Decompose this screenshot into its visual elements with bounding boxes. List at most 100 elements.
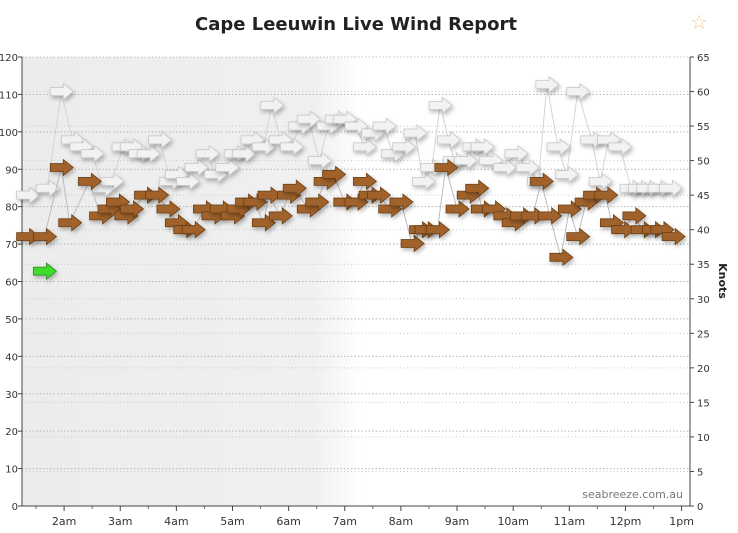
y-right-tick-label: 45 xyxy=(697,191,710,202)
wind-series-arrow xyxy=(58,213,83,232)
gust-series-arrow xyxy=(176,172,201,191)
watermark: seabreeze.com.au xyxy=(582,488,683,501)
gust-series-arrow xyxy=(403,124,428,142)
gust-series-arrow xyxy=(428,96,453,115)
gust-series-arrow xyxy=(353,137,378,156)
wind-series xyxy=(16,158,686,267)
y-left-tick-label: 0 xyxy=(12,502,18,513)
gust-series-arrow xyxy=(372,117,397,135)
wind-series-arrow xyxy=(77,172,103,191)
y-right-tick-label: 5 xyxy=(697,467,703,478)
current-wind-marker xyxy=(33,262,58,280)
gust-series-arrow xyxy=(588,172,613,191)
y-left-tick-label: 80 xyxy=(5,203,18,214)
wind-series-arrow xyxy=(538,207,563,225)
gust-series-arrow xyxy=(184,158,209,177)
wind-series-arrow xyxy=(465,179,490,198)
y-right-tick-label: 25 xyxy=(697,329,710,340)
wind-series-arrow xyxy=(425,220,451,239)
current-wind-arrow xyxy=(33,262,58,280)
gust-series xyxy=(16,75,683,204)
x-tick-label: 6am xyxy=(276,515,300,528)
chart-title: Cape Leeuwin Live Wind Report xyxy=(195,14,517,35)
wind-series-arrow xyxy=(305,193,330,211)
gust-series-arrow xyxy=(16,186,41,204)
y-right-tick-label: 60 xyxy=(697,88,710,99)
gust-series-arrow xyxy=(35,179,60,198)
y-right-tick-label: 20 xyxy=(697,364,710,375)
x-tick-label: 2am xyxy=(52,515,76,528)
wind-series-arrow xyxy=(156,200,181,218)
x-tick-label: 1pm xyxy=(669,515,694,528)
x-tick-label: 9am xyxy=(445,515,469,528)
y-left-tick-label: 60 xyxy=(5,278,18,289)
y-left-tick-label: 20 xyxy=(5,427,18,438)
wind-series-arrow xyxy=(282,179,307,198)
gust-series-arrow xyxy=(546,137,571,156)
gust-series-arrow xyxy=(555,165,580,184)
wind-series-arrow xyxy=(434,158,459,177)
wind-series-arrow xyxy=(594,186,619,204)
wind-series-arrow xyxy=(257,186,282,204)
gust-series-arrow xyxy=(608,137,633,156)
wind-series-arrow xyxy=(145,186,170,204)
gust-series-arrow xyxy=(232,144,257,163)
gust-series-arrow xyxy=(80,144,105,163)
wind-series-arrow xyxy=(49,158,74,177)
y-left-tick-label: 40 xyxy=(5,352,18,363)
y-left-tick-label: 90 xyxy=(5,165,18,176)
wind-series-arrow xyxy=(611,220,636,239)
x-tick-label: 11am xyxy=(554,515,585,528)
y-right-tick-label: 55 xyxy=(697,122,710,133)
gust-series-arrow xyxy=(411,172,437,191)
gust-series-arrow xyxy=(493,158,518,177)
gust-series-arrow xyxy=(566,82,591,101)
wind-series-arrow xyxy=(566,227,591,246)
gust-series-arrow xyxy=(515,158,540,177)
gust-series-arrow xyxy=(296,110,321,129)
star-outline-icon[interactable]: ☆ xyxy=(690,10,708,34)
y-right-tick-label: 30 xyxy=(697,295,710,306)
wind-series-arrow xyxy=(268,207,293,225)
gust-series-arrow xyxy=(195,144,220,163)
gust-series-arrow xyxy=(437,131,462,149)
y-right-tick-label: 65 xyxy=(697,53,710,64)
wind-series-arrow xyxy=(549,248,574,267)
y-left-tick-label: 30 xyxy=(5,390,18,401)
gust-series-arrow xyxy=(470,137,495,156)
gust-series-arrow xyxy=(260,96,285,115)
wind-series-arrow xyxy=(661,227,686,246)
gust-series-arrow xyxy=(392,137,417,156)
y-left-tick-label: 100 xyxy=(0,128,18,139)
y-right-tick-label: 35 xyxy=(697,260,710,271)
x-tick-label: 8am xyxy=(389,515,413,528)
gust-series-arrow xyxy=(658,179,683,198)
wind-series-arrow xyxy=(445,200,470,218)
y-axis-right-label: Knots xyxy=(716,263,729,299)
y-left-tick-label: 70 xyxy=(5,240,18,251)
wind-series-arrow xyxy=(353,172,378,191)
gust-series-arrow xyxy=(136,144,161,163)
y-right-tick-label: 40 xyxy=(697,226,710,237)
y-left-tick-label: 50 xyxy=(5,315,18,326)
gust-series-arrow xyxy=(49,82,74,101)
x-tick-label: 12pm xyxy=(610,515,642,528)
x-tick-label: 5am xyxy=(220,515,244,528)
y-right-tick-label: 0 xyxy=(697,502,703,513)
gust-series-arrow xyxy=(280,137,305,156)
grid-lines xyxy=(22,56,690,507)
wind-series-arrow xyxy=(33,227,58,246)
wind-series-arrow xyxy=(389,193,414,211)
y-left-tick-label: 110 xyxy=(0,90,18,101)
wind-series-arrow xyxy=(181,220,206,239)
gust-series-arrow xyxy=(308,151,333,170)
x-tick-label: 3am xyxy=(108,515,132,528)
gust-series-arrow xyxy=(148,131,173,149)
y-left-tick-label: 120 xyxy=(0,53,18,64)
x-tick-label: 7am xyxy=(333,515,357,528)
wind-series-arrow xyxy=(622,207,647,225)
gust-series-arrow xyxy=(454,151,479,170)
y-left-tick-label: 10 xyxy=(5,465,18,476)
y-right-tick-label: 15 xyxy=(697,398,710,409)
